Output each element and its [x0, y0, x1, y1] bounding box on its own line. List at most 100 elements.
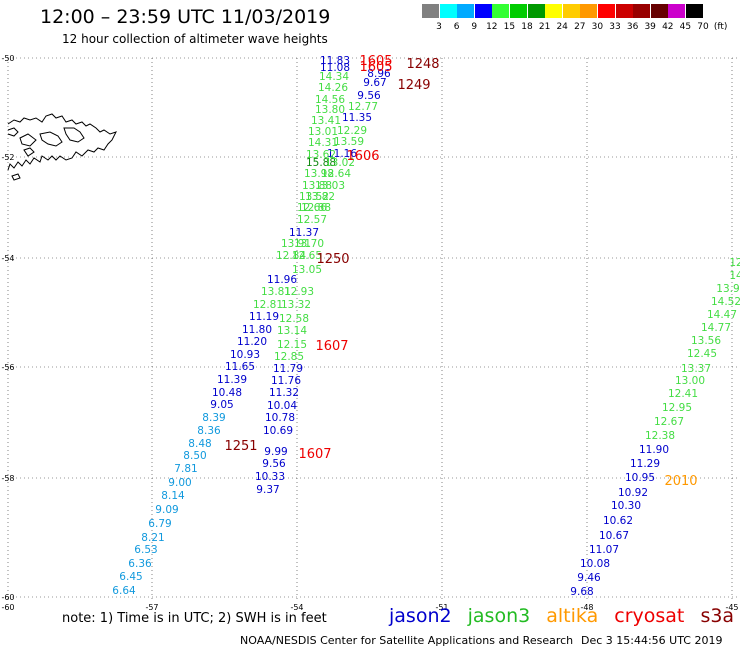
wave-height-reading: 6.45 — [119, 571, 142, 583]
wave-height-reading: 13.02 — [325, 157, 355, 169]
colorbar-swatch — [598, 4, 615, 18]
wave-height-reading: 13.52 — [299, 191, 329, 203]
legend-cryosat: cryosat — [614, 605, 685, 627]
wave-height-reading: 13.03 — [315, 180, 345, 192]
latitude-tick-label: -52 — [1, 153, 14, 162]
graticule: -50 -52 -54 -56 -58 -60-60 -57 -54 -51 -48 -45 — [1, 54, 740, 612]
wave-height-reading: 13.32 — [281, 299, 311, 311]
wave-height-reading: 13.41 — [311, 115, 341, 127]
wave-height-reading: 11.80 — [242, 324, 272, 336]
wave-height-reading: 13.14 — [277, 325, 307, 337]
colorbar-swatch — [527, 4, 545, 18]
colorbar-tick-label: 27 — [574, 22, 586, 32]
wave-height-reading: 10.67 — [599, 530, 629, 542]
wave-height-reading: 6.64 — [112, 585, 136, 597]
colorbar-swatch — [422, 4, 439, 18]
wave-height-reading: 8.21 — [141, 532, 164, 544]
colorbar-swatch — [615, 4, 633, 18]
wave-height-reading: 10.78 — [265, 412, 295, 424]
wave-height-reading: 9.56 — [357, 90, 381, 102]
wave-height-reading: 12.45 — [687, 348, 717, 360]
latitude-tick-label: -60 — [1, 593, 14, 602]
colorbar-tick-label: 21 — [538, 22, 551, 32]
colorbar-tick-label: 33 — [609, 22, 621, 32]
coastline-falkland-islands — [7, 113, 117, 181]
wave-height-reading: 10.93 — [230, 349, 260, 361]
wave-height-reading: 8.50 — [183, 450, 206, 462]
latitude-tick-label: -50 — [1, 54, 14, 63]
wave-height-reading: 6.53 — [134, 544, 157, 556]
wave-height-reading: 14.34 — [319, 71, 349, 83]
wave-height-reading: 13.81 — [261, 286, 291, 298]
legend-jason3: jason3 — [467, 605, 531, 627]
wave-height-reading: 13.37 — [681, 363, 711, 375]
wave-height-reading: 12.15 — [277, 339, 307, 351]
track-pass-label: 1250 — [316, 252, 349, 267]
latitude-tick-label: -56 — [1, 363, 14, 372]
track-labels-layer: 1605 1248 1605 1249 1606 1250 1607 1251 1607 2010 — [224, 54, 697, 489]
wave-height-reading: 8.14 — [161, 490, 185, 502]
legend-altika: altika — [546, 605, 599, 627]
wave-height-reading: 10.48 — [212, 387, 242, 399]
wave-height-reading: 13.88 — [302, 180, 332, 192]
wave-height-reading: 12.77 — [348, 101, 378, 113]
wave-height-reading: 12.41 — [668, 388, 698, 400]
wave-height-reading: 14.77 — [701, 322, 731, 334]
wave-height-reading: 10.08 — [580, 558, 610, 570]
wave-height-reading: 8.96 — [367, 68, 391, 80]
wave-height-reading: 13.91 — [281, 238, 311, 250]
wave-height-reading: 11.39 — [217, 374, 247, 386]
wave-height-reading: 11.83 — [320, 55, 350, 67]
colorbar-tick-label: 45 — [679, 22, 692, 32]
colorbar-tick-label: 6 — [453, 22, 460, 32]
wave-height-reading: 10.95 — [625, 472, 655, 484]
longitude-tick-label: -51 — [435, 603, 448, 612]
wave-height-reading: 13.62 — [306, 149, 336, 161]
track-pass-label: 1249 — [397, 78, 430, 93]
wave-height-reading: 6.36 — [128, 558, 152, 570]
wave-height-reading: 9.00 — [168, 477, 191, 489]
credit-line: NOAA/NESDIS Center for Satellite Applica… — [240, 634, 574, 647]
colorbar-swatch — [633, 4, 651, 18]
wave-height-reading: 15.88 — [306, 157, 336, 169]
wave-height-reading: 9.46 — [577, 572, 601, 584]
wave-height-reading: 14.56 — [315, 94, 345, 106]
colorbar-tick-label: 15 — [503, 22, 516, 32]
wave-height-reading: 11.90 — [639, 444, 669, 456]
wave-height-reading: 14.31 — [308, 137, 338, 149]
wave-height-reading: 10.33 — [255, 471, 285, 483]
wave-height-reading: 14.52 — [711, 296, 740, 308]
wave-height-reading: 14.26 — [318, 82, 348, 94]
wave-height-reading: 12.66 — [297, 202, 327, 214]
wave-height-reading: 12.65 — [292, 250, 322, 262]
wave-height-reading: 9.67 — [363, 77, 386, 89]
wave-height-reading: 11.96 — [267, 274, 297, 286]
wave-height-reading: 11.37 — [289, 227, 319, 239]
wave-height-reading: 13.80 — [315, 104, 345, 116]
colorbar-tick-label: 9 — [471, 22, 478, 32]
wave-height-reading: 12.85 — [274, 351, 304, 363]
wave-height-reading: 8.36 — [197, 425, 221, 437]
wave-height-reading: 10.69 — [263, 425, 293, 437]
track-pass-label: 1605 — [359, 60, 392, 75]
footnote: note: 1) Time is in UTC; 2) SWH is in fe… — [62, 611, 327, 626]
wave-height-reading: 12 — [729, 257, 740, 269]
wave-height-reading: 10.62 — [603, 515, 633, 527]
wave-height-reading: 12.64 — [321, 168, 351, 180]
colorbar-swatch — [650, 4, 668, 18]
longitude-tick-label: -57 — [145, 603, 158, 612]
colorbar-swatch — [686, 4, 703, 18]
colorbar-tick-label: 30 — [591, 22, 604, 32]
wave-height-reading: 9.99 — [264, 446, 287, 458]
wave-height-reading: 9.09 — [155, 504, 178, 516]
colorbar-tick-label: 42 — [662, 22, 674, 32]
wave-height-reading: 13.9 — [716, 283, 739, 295]
map-title: 12:00 – 23:59 UTC 11/03/2019 — [40, 6, 331, 28]
wave-height-reading: 9.68 — [570, 586, 593, 598]
track-pass-label: 1607 — [315, 339, 348, 354]
colorbar-swatch — [510, 4, 527, 18]
wave-height-reading: 9.37 — [256, 484, 279, 496]
wave-height-reading: 12.84 — [276, 250, 306, 262]
track-pass-label: 2010 — [664, 474, 697, 489]
